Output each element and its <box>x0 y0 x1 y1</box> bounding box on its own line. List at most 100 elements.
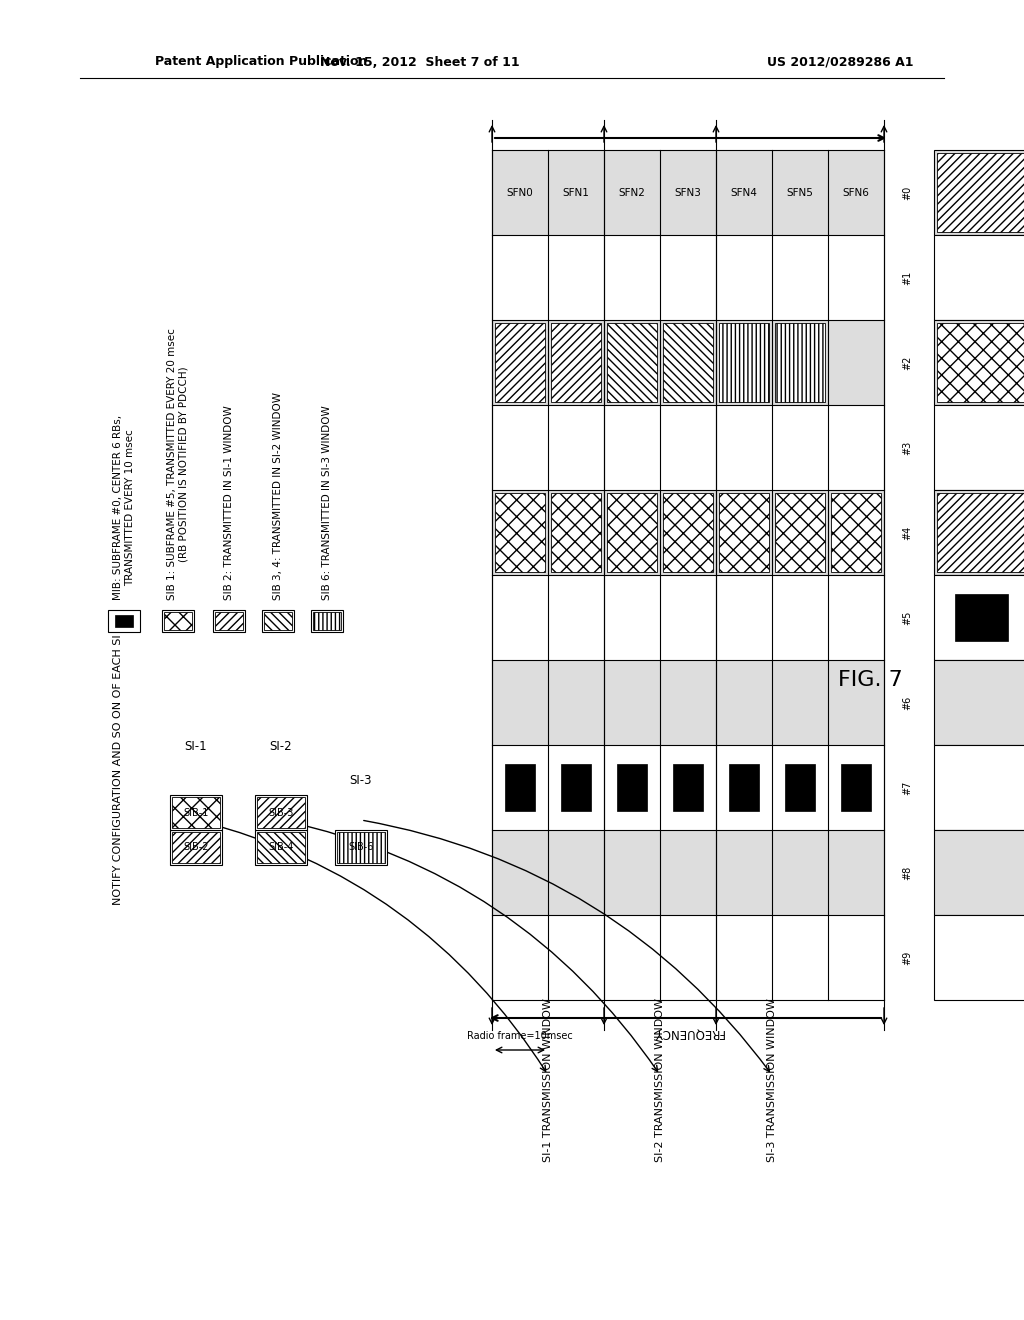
Bar <box>492 150 548 235</box>
Bar <box>716 319 772 405</box>
Bar <box>164 612 193 630</box>
Bar <box>548 660 604 744</box>
Bar <box>492 744 548 830</box>
Bar <box>264 612 292 630</box>
Text: SI-3: SI-3 <box>350 775 373 788</box>
Bar <box>604 660 660 744</box>
Text: Patent Application Publication: Patent Application Publication <box>155 55 368 69</box>
Bar <box>772 915 828 1001</box>
Bar <box>772 405 828 490</box>
Bar <box>551 492 601 572</box>
Bar <box>772 235 828 319</box>
Text: #5: #5 <box>902 610 912 624</box>
Bar <box>172 797 220 828</box>
Text: SIB-3: SIB-3 <box>268 808 294 817</box>
Bar <box>505 764 536 810</box>
Bar <box>828 744 884 830</box>
Bar <box>660 235 716 319</box>
Bar <box>492 915 548 1001</box>
Bar <box>257 832 305 863</box>
Bar <box>492 660 548 744</box>
Bar <box>108 610 140 632</box>
Bar <box>673 764 703 810</box>
Bar <box>716 915 772 1001</box>
Text: SFN5: SFN5 <box>786 187 813 198</box>
Bar <box>955 594 1008 642</box>
Text: SI-1: SI-1 <box>184 739 207 752</box>
Text: SFN0: SFN0 <box>507 187 534 198</box>
Bar <box>604 235 660 319</box>
Bar <box>607 323 657 403</box>
Text: #3: #3 <box>902 441 912 454</box>
Bar <box>551 323 601 403</box>
Bar <box>660 405 716 490</box>
Bar <box>841 764 871 810</box>
Bar <box>828 319 884 405</box>
Bar <box>495 323 545 403</box>
Bar <box>934 915 1024 1001</box>
Bar <box>660 915 716 1001</box>
Bar <box>775 323 825 403</box>
Bar <box>784 764 815 810</box>
Bar <box>255 795 307 830</box>
Bar <box>170 830 222 865</box>
Bar <box>548 319 604 405</box>
Bar <box>828 150 884 235</box>
Bar <box>716 150 772 235</box>
Bar <box>934 405 1024 490</box>
Bar <box>604 744 660 830</box>
Bar <box>937 492 1024 572</box>
Text: SIB 2: TRANSMITTED IN SI-1 WINDOW: SIB 2: TRANSMITTED IN SI-1 WINDOW <box>224 405 234 601</box>
Bar <box>937 323 1024 403</box>
Text: SIB-2: SIB-2 <box>183 842 209 853</box>
Bar <box>492 576 548 660</box>
Text: SIB-4: SIB-4 <box>268 842 294 853</box>
Text: Radio frame=10msec: Radio frame=10msec <box>467 1031 572 1041</box>
Bar <box>772 576 828 660</box>
Bar <box>934 150 1024 235</box>
Bar <box>772 830 828 915</box>
Text: SIB 6: TRANSMITTED IN SI-3 WINDOW: SIB 6: TRANSMITTED IN SI-3 WINDOW <box>322 405 332 601</box>
Bar <box>934 319 1024 405</box>
Bar <box>548 915 604 1001</box>
Text: SI-2 TRANSMISSION WINDOW: SI-2 TRANSMISSION WINDOW <box>655 998 665 1162</box>
Text: #4: #4 <box>902 525 912 540</box>
Text: #7: #7 <box>902 780 912 795</box>
Bar <box>604 576 660 660</box>
Bar <box>729 764 760 810</box>
Bar <box>828 490 884 576</box>
Bar <box>934 576 1024 660</box>
Text: SI-2: SI-2 <box>269 739 292 752</box>
Bar <box>215 612 243 630</box>
Text: SFN6: SFN6 <box>843 187 869 198</box>
Bar <box>604 915 660 1001</box>
Bar <box>716 744 772 830</box>
Bar <box>716 830 772 915</box>
Bar <box>719 323 769 403</box>
Bar <box>548 405 604 490</box>
Bar <box>172 832 220 863</box>
Bar <box>257 797 305 828</box>
Bar <box>772 490 828 576</box>
Bar <box>604 830 660 915</box>
Bar <box>828 576 884 660</box>
Bar <box>775 492 825 572</box>
Bar <box>616 764 647 810</box>
Bar <box>660 660 716 744</box>
Text: FREQUENCY: FREQUENCY <box>652 1027 724 1040</box>
Text: SFN4: SFN4 <box>730 187 758 198</box>
Bar <box>604 405 660 490</box>
Text: #9: #9 <box>902 950 912 965</box>
Bar <box>828 915 884 1001</box>
Bar <box>607 492 657 572</box>
Text: SIB 3, 4: TRANSMITTED IN SI-2 WINDOW: SIB 3, 4: TRANSMITTED IN SI-2 WINDOW <box>273 392 283 601</box>
Text: SI-1 TRANSMISSION WINDOW: SI-1 TRANSMISSION WINDOW <box>543 998 553 1162</box>
Text: SIB-6: SIB-6 <box>348 842 374 853</box>
Bar <box>548 150 604 235</box>
Bar <box>828 660 884 744</box>
Bar <box>548 830 604 915</box>
Bar <box>337 832 385 863</box>
Bar <box>213 610 245 632</box>
Text: SFN1: SFN1 <box>562 187 590 198</box>
Bar <box>548 235 604 319</box>
